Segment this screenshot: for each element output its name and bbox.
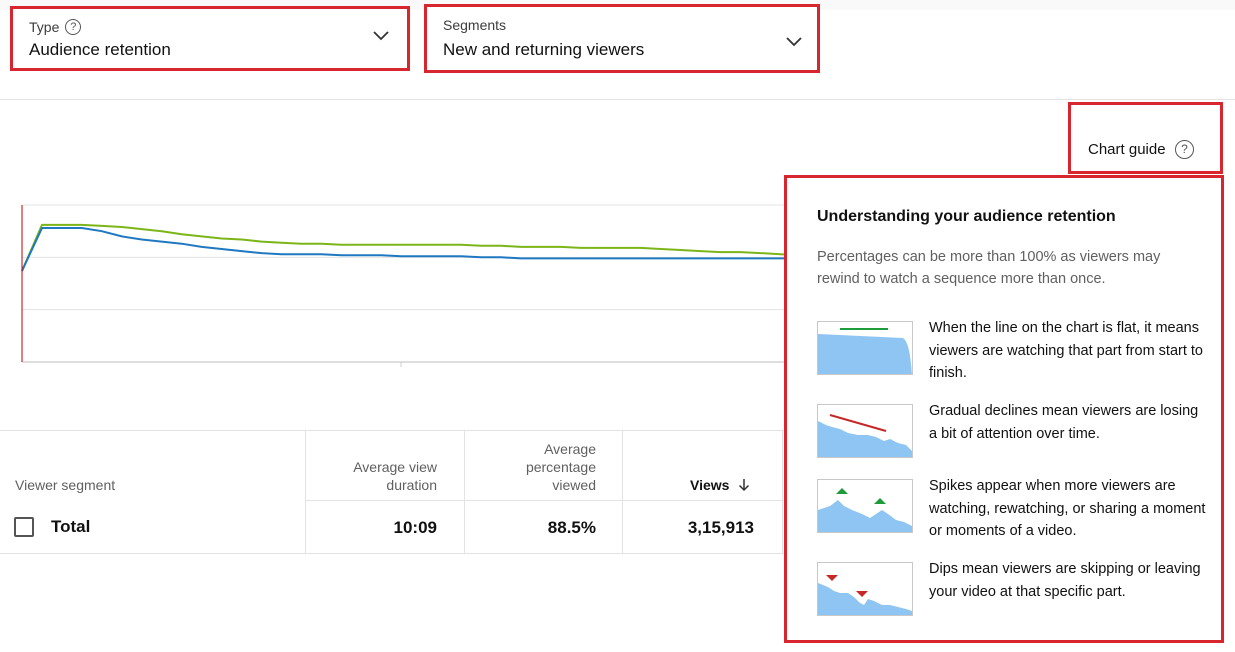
retention-chart[interactable] (0, 195, 790, 395)
total-avg-view-duration: 10:09 (393, 518, 437, 537)
flat-line-text: When the line on the chart is flat, it m… (929, 320, 1203, 381)
segments-value: New and returning viewers (443, 40, 645, 59)
views-header[interactable]: Views (690, 477, 751, 493)
segments-dropdown-label-row: Segments (443, 17, 506, 33)
retention-series-line-1 (21, 223, 790, 272)
type-dropdown[interactable]: Type ? Audience retention (10, 6, 410, 71)
total-row-checkbox[interactable] (14, 517, 34, 537)
retention-series-line-2 (21, 227, 790, 272)
chart-guide-button[interactable]: Chart guide ? (1068, 102, 1223, 174)
gradual-decline-thumbnail (817, 404, 913, 458)
views-header-label: Views (690, 477, 730, 493)
chart-guide-label: Chart guide (1088, 141, 1166, 158)
avg-percentage-viewed-header[interactable]: Average percentage viewed (525, 441, 596, 493)
total-row-label: Total (51, 517, 91, 536)
avg-view-duration-header[interactable]: Average view duration (353, 459, 437, 493)
help-icon[interactable]: ? (65, 19, 82, 35)
dips-thumbnail (817, 562, 913, 616)
filter-divider (0, 99, 1235, 100)
column-divider (464, 430, 465, 554)
spikes-text: Spikes appear when more viewers are watc… (929, 478, 1206, 539)
type-dropdown-label-row: Type ? (29, 19, 82, 35)
dips-text: Dips mean viewers are skipping or leavin… (929, 561, 1201, 600)
chart-guide-description: Percentages can be more than 100% as vie… (817, 249, 1161, 287)
spikes-thumbnail (817, 479, 913, 533)
flat-line-thumbnail (817, 321, 913, 375)
segments-label: Segments (443, 17, 507, 33)
table-top-border (0, 430, 784, 431)
table-bottom-border (0, 553, 784, 554)
chevron-down-icon (373, 31, 389, 41)
type-label: Type (29, 19, 60, 35)
gradual-decline-text: Gradual declines mean viewers are losing… (929, 403, 1199, 442)
column-divider (622, 430, 623, 554)
chart-guide-title: Understanding your audience retention (817, 208, 1116, 225)
type-value: Audience retention (29, 40, 171, 59)
viewer-segment-header: Viewer segment (15, 477, 116, 493)
segments-dropdown[interactable]: Segments New and returning viewers (424, 4, 820, 73)
total-avg-percentage-viewed: 88.5% (547, 518, 596, 537)
chevron-down-icon (786, 37, 802, 47)
chart-guide-panel: Understanding your audience retention Pe… (784, 175, 1224, 643)
table-header-divider (305, 500, 784, 501)
column-divider (782, 430, 783, 554)
column-divider (305, 430, 306, 554)
arrow-down-icon (739, 479, 750, 492)
total-views: 3,15,913 (687, 518, 754, 537)
help-icon: ? (1175, 140, 1194, 159)
